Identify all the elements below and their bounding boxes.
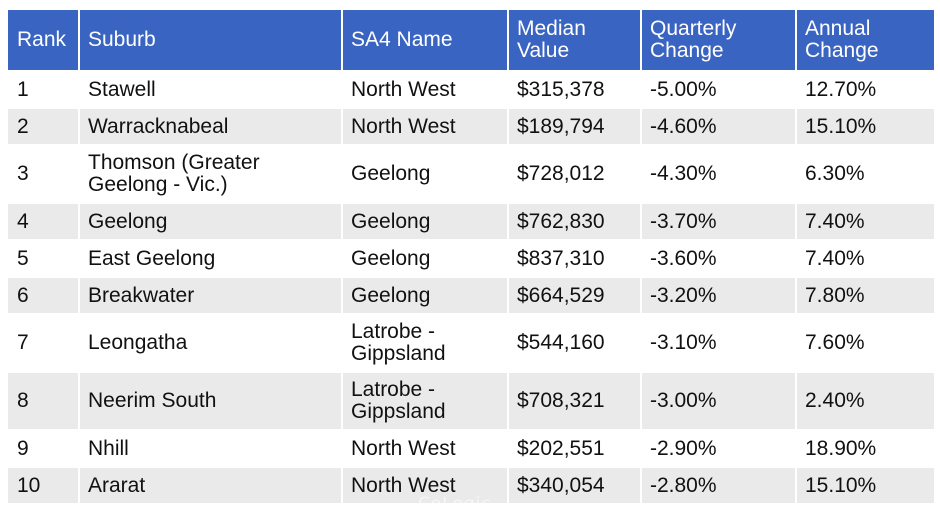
- table-row: 8 Neerim South Latrobe - Gippsland $708,…: [8, 373, 934, 431]
- cell-median-value: $664,529: [509, 278, 642, 315]
- cell-suburb: Leongatha: [80, 315, 343, 373]
- cell-sa4-name: Latrobe - Gippsland: [343, 373, 509, 431]
- cell-sa4-name: North West: [343, 431, 509, 468]
- cell-annual-change: 12.70%: [797, 72, 934, 109]
- cell-rank: 10: [8, 468, 80, 505]
- cell-suburb: Thomson (Greater Geelong - Vic.): [80, 146, 343, 204]
- cell-rank: 4: [8, 204, 80, 241]
- cell-quarterly-change: -5.00%: [642, 72, 797, 109]
- cell-quarterly-change: -3.20%: [642, 278, 797, 315]
- table-row: 2 Warracknabeal North West $189,794 -4.6…: [8, 109, 934, 146]
- table-row: 4 Geelong Geelong $762,830 -3.70% 7.40%: [8, 204, 934, 241]
- watermark: CoLogic: [418, 494, 492, 514]
- cell-quarterly-change: -4.30%: [642, 146, 797, 204]
- cell-median-value: $315,378: [509, 72, 642, 109]
- cell-sa4-name: North West: [343, 72, 509, 109]
- cell-rank: 7: [8, 315, 80, 373]
- cell-annual-change: 15.10%: [797, 109, 934, 146]
- cell-sa4-name: North West: [343, 468, 509, 505]
- cell-rank: 3: [8, 146, 80, 204]
- cell-suburb: Stawell: [80, 72, 343, 109]
- cell-annual-change: 7.40%: [797, 204, 934, 241]
- table-row: 3 Thomson (Greater Geelong - Vic.) Geelo…: [8, 146, 934, 204]
- cell-rank: 2: [8, 109, 80, 146]
- cell-median-value: $340,054: [509, 468, 642, 505]
- column-header-quarterly-change: Quarterly Change: [642, 10, 797, 72]
- table-row: 1 Stawell North West $315,378 -5.00% 12.…: [8, 72, 934, 109]
- cell-quarterly-change: -3.10%: [642, 315, 797, 373]
- cell-median-value: $202,551: [509, 431, 642, 468]
- cell-sa4-name: Geelong: [343, 278, 509, 315]
- cell-quarterly-change: -2.90%: [642, 431, 797, 468]
- column-header-sa4-name: SA4 Name: [343, 10, 509, 72]
- cell-annual-change: 15.10%: [797, 468, 934, 505]
- suburb-ranking-table: Rank Suburb SA4 Name Median Value Quarte…: [8, 10, 934, 505]
- column-header-suburb: Suburb: [80, 10, 343, 72]
- cell-annual-change: 6.30%: [797, 146, 934, 204]
- cell-suburb: Neerim South: [80, 373, 343, 431]
- column-header-median-value: Median Value: [509, 10, 642, 72]
- cell-quarterly-change: -3.70%: [642, 204, 797, 241]
- table-row: 10 Ararat North West $340,054 -2.80% 15.…: [8, 468, 934, 505]
- cell-annual-change: 7.40%: [797, 241, 934, 278]
- table-row: 9 Nhill North West $202,551 -2.90% 18.90…: [8, 431, 934, 468]
- cell-annual-change: 2.40%: [797, 373, 934, 431]
- column-header-rank: Rank: [8, 10, 80, 72]
- cell-rank: 6: [8, 278, 80, 315]
- cell-suburb: East Geelong: [80, 241, 343, 278]
- cell-sa4-name: Geelong: [343, 146, 509, 204]
- cell-median-value: $708,321: [509, 373, 642, 431]
- cell-sa4-name: Geelong: [343, 204, 509, 241]
- cell-suburb: Geelong: [80, 204, 343, 241]
- cell-median-value: $762,830: [509, 204, 642, 241]
- cell-quarterly-change: -3.60%: [642, 241, 797, 278]
- cell-median-value: $837,310: [509, 241, 642, 278]
- cell-rank: 5: [8, 241, 80, 278]
- column-header-annual-change: Annual Change: [797, 10, 934, 72]
- cell-quarterly-change: -2.80%: [642, 468, 797, 505]
- cell-suburb: Warracknabeal: [80, 109, 343, 146]
- header-row: Rank Suburb SA4 Name Median Value Quarte…: [8, 10, 934, 72]
- cell-annual-change: 7.80%: [797, 278, 934, 315]
- cell-quarterly-change: -3.00%: [642, 373, 797, 431]
- cell-rank: 9: [8, 431, 80, 468]
- cell-annual-change: 18.90%: [797, 431, 934, 468]
- cell-annual-change: 7.60%: [797, 315, 934, 373]
- table-row: 5 East Geelong Geelong $837,310 -3.60% 7…: [8, 241, 934, 278]
- cell-suburb: Breakwater: [80, 278, 343, 315]
- table-row: 6 Breakwater Geelong $664,529 -3.20% 7.8…: [8, 278, 934, 315]
- cell-rank: 1: [8, 72, 80, 109]
- cell-median-value: $189,794: [509, 109, 642, 146]
- table-header: Rank Suburb SA4 Name Median Value Quarte…: [8, 10, 934, 72]
- cell-suburb: Ararat: [80, 468, 343, 505]
- cell-rank: 8: [8, 373, 80, 431]
- ranking-table-container: Rank Suburb SA4 Name Median Value Quarte…: [8, 10, 934, 505]
- table-row: 7 Leongatha Latrobe - Gippsland $544,160…: [8, 315, 934, 373]
- cell-sa4-name: Geelong: [343, 241, 509, 278]
- cell-median-value: $728,012: [509, 146, 642, 204]
- cell-median-value: $544,160: [509, 315, 642, 373]
- cell-sa4-name: North West: [343, 109, 509, 146]
- cell-sa4-name: Latrobe - Gippsland: [343, 315, 509, 373]
- cell-quarterly-change: -4.60%: [642, 109, 797, 146]
- cell-suburb: Nhill: [80, 431, 343, 468]
- table-body: 1 Stawell North West $315,378 -5.00% 12.…: [8, 72, 934, 505]
